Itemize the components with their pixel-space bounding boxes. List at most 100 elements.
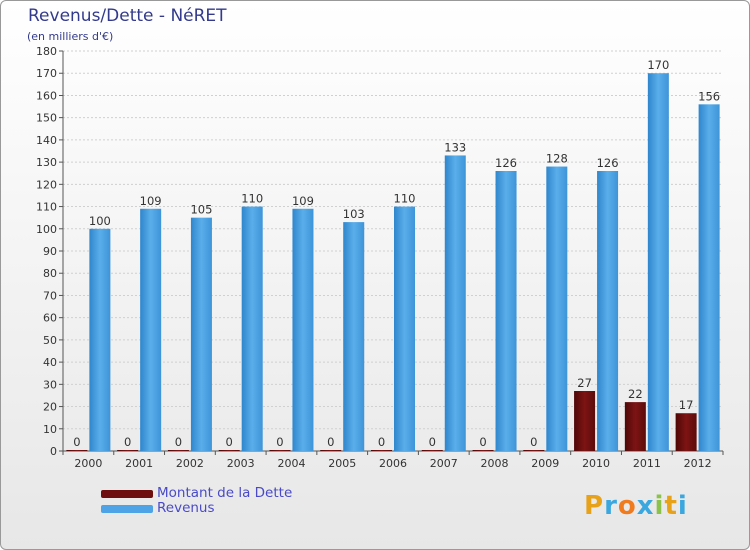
bar-revenus [546, 166, 568, 452]
y-tick-label: 20 [43, 401, 57, 414]
y-tick-label: 160 [36, 89, 57, 102]
data-label-revenus: 128 [546, 152, 568, 166]
logo-letter: i [654, 491, 665, 521]
y-tick-label: 120 [36, 178, 57, 191]
y-tick-label: 180 [36, 45, 57, 58]
y-tick-label: 0 [50, 445, 57, 458]
data-label-revenus: 133 [444, 140, 466, 154]
bar-dette [421, 450, 443, 451]
data-label-revenus: 109 [140, 194, 162, 208]
data-label-dette: 27 [577, 376, 592, 390]
data-label-dette: 0 [73, 435, 80, 449]
x-tick-label: 2005 [328, 457, 356, 470]
data-label-revenus: 103 [343, 207, 365, 221]
data-label-revenus: 126 [495, 156, 517, 170]
x-tick-label: 2007 [430, 457, 458, 470]
y-tick-label: 150 [36, 112, 57, 125]
logo-letter: x [636, 491, 655, 521]
data-label-revenus: 156 [698, 89, 720, 103]
bar-dette [371, 450, 392, 451]
logo-letter: i [677, 491, 688, 521]
bar-revenus [190, 217, 212, 451]
bar-revenus [597, 171, 619, 451]
bar-dette [624, 402, 646, 451]
x-tick-label: 2008 [481, 457, 509, 470]
bar-dette [269, 450, 291, 451]
y-tick-label: 90 [43, 245, 57, 258]
bar-revenus [647, 73, 669, 451]
y-tick-label: 70 [43, 289, 57, 302]
bar-dette [320, 450, 342, 451]
x-tick-label: 2012 [684, 457, 712, 470]
bar-dette [675, 413, 697, 451]
x-tick-label: 2004 [277, 457, 305, 470]
data-label-dette: 0 [226, 435, 233, 449]
data-label-revenus: 105 [190, 203, 212, 217]
legend-swatch-revenus [101, 505, 153, 513]
y-tick-label: 80 [43, 267, 57, 280]
x-tick-label: 2009 [531, 457, 559, 470]
bar-revenus [292, 208, 314, 451]
bar-dette [117, 450, 139, 451]
y-tick-label: 10 [43, 423, 57, 436]
logo-letter: t [664, 491, 678, 521]
data-label-revenus: 170 [647, 58, 669, 72]
proxiti-logo: Proxiti [584, 491, 688, 521]
bar-revenus [495, 171, 517, 451]
bar-dette [574, 391, 596, 451]
data-label-revenus: 110 [394, 192, 416, 206]
data-label-dette: 0 [479, 435, 486, 449]
data-label-dette: 22 [628, 387, 643, 401]
data-label-revenus: 110 [241, 192, 263, 206]
x-tick-label: 2000 [74, 457, 102, 470]
bar-dette [523, 450, 545, 451]
x-tick-label: 2010 [582, 457, 610, 470]
x-tick-label: 2011 [633, 457, 661, 470]
data-label-dette: 0 [175, 435, 182, 449]
data-label-dette: 0 [530, 435, 537, 449]
chart-subtitle: (en milliers d'€) [27, 30, 114, 43]
x-tick-label: 2003 [227, 457, 255, 470]
y-tick-label: 130 [36, 156, 57, 169]
legend-swatch-dette [101, 490, 153, 498]
data-label-dette: 0 [378, 435, 385, 449]
chart-title: Revenus/Dette - NéRET [28, 6, 227, 26]
legend-label-dette: Montant de la Dette [157, 485, 293, 501]
bar-revenus [241, 206, 263, 451]
bar-revenus [444, 155, 466, 451]
bar-dette [472, 450, 494, 451]
y-tick-label: 140 [36, 134, 57, 147]
data-label-dette: 0 [327, 435, 334, 449]
y-tick-label: 110 [36, 201, 57, 214]
bar-dette [66, 450, 88, 451]
y-tick-label: 30 [43, 378, 57, 391]
data-label-revenus: 109 [292, 194, 314, 208]
x-tick-label: 2002 [176, 457, 204, 470]
data-label-dette: 17 [679, 398, 694, 412]
bar-revenus [140, 208, 162, 451]
logo-letter: r [604, 491, 618, 521]
data-label-dette: 0 [276, 435, 283, 449]
y-tick-label: 100 [36, 223, 57, 236]
logo-letter: o [617, 491, 637, 521]
data-label-dette: 0 [124, 435, 131, 449]
bar-dette [167, 450, 189, 451]
y-tick-label: 170 [36, 67, 57, 80]
bar-revenus [698, 104, 720, 451]
bar-dette [218, 450, 240, 451]
y-tick-label: 50 [43, 334, 57, 347]
x-tick-label: 2001 [125, 457, 153, 470]
data-label-revenus: 126 [597, 156, 619, 170]
legend-label-revenus: Revenus [157, 500, 215, 516]
x-tick-label: 2006 [379, 457, 407, 470]
bar-revenus [343, 222, 365, 451]
logo-letter: P [584, 491, 605, 521]
data-label-dette: 0 [429, 435, 436, 449]
y-tick-label: 60 [43, 312, 57, 325]
data-label-revenus: 100 [89, 214, 111, 228]
y-tick-label: 40 [43, 356, 57, 369]
bar-revenus [394, 206, 415, 451]
bar-revenus [89, 228, 111, 451]
